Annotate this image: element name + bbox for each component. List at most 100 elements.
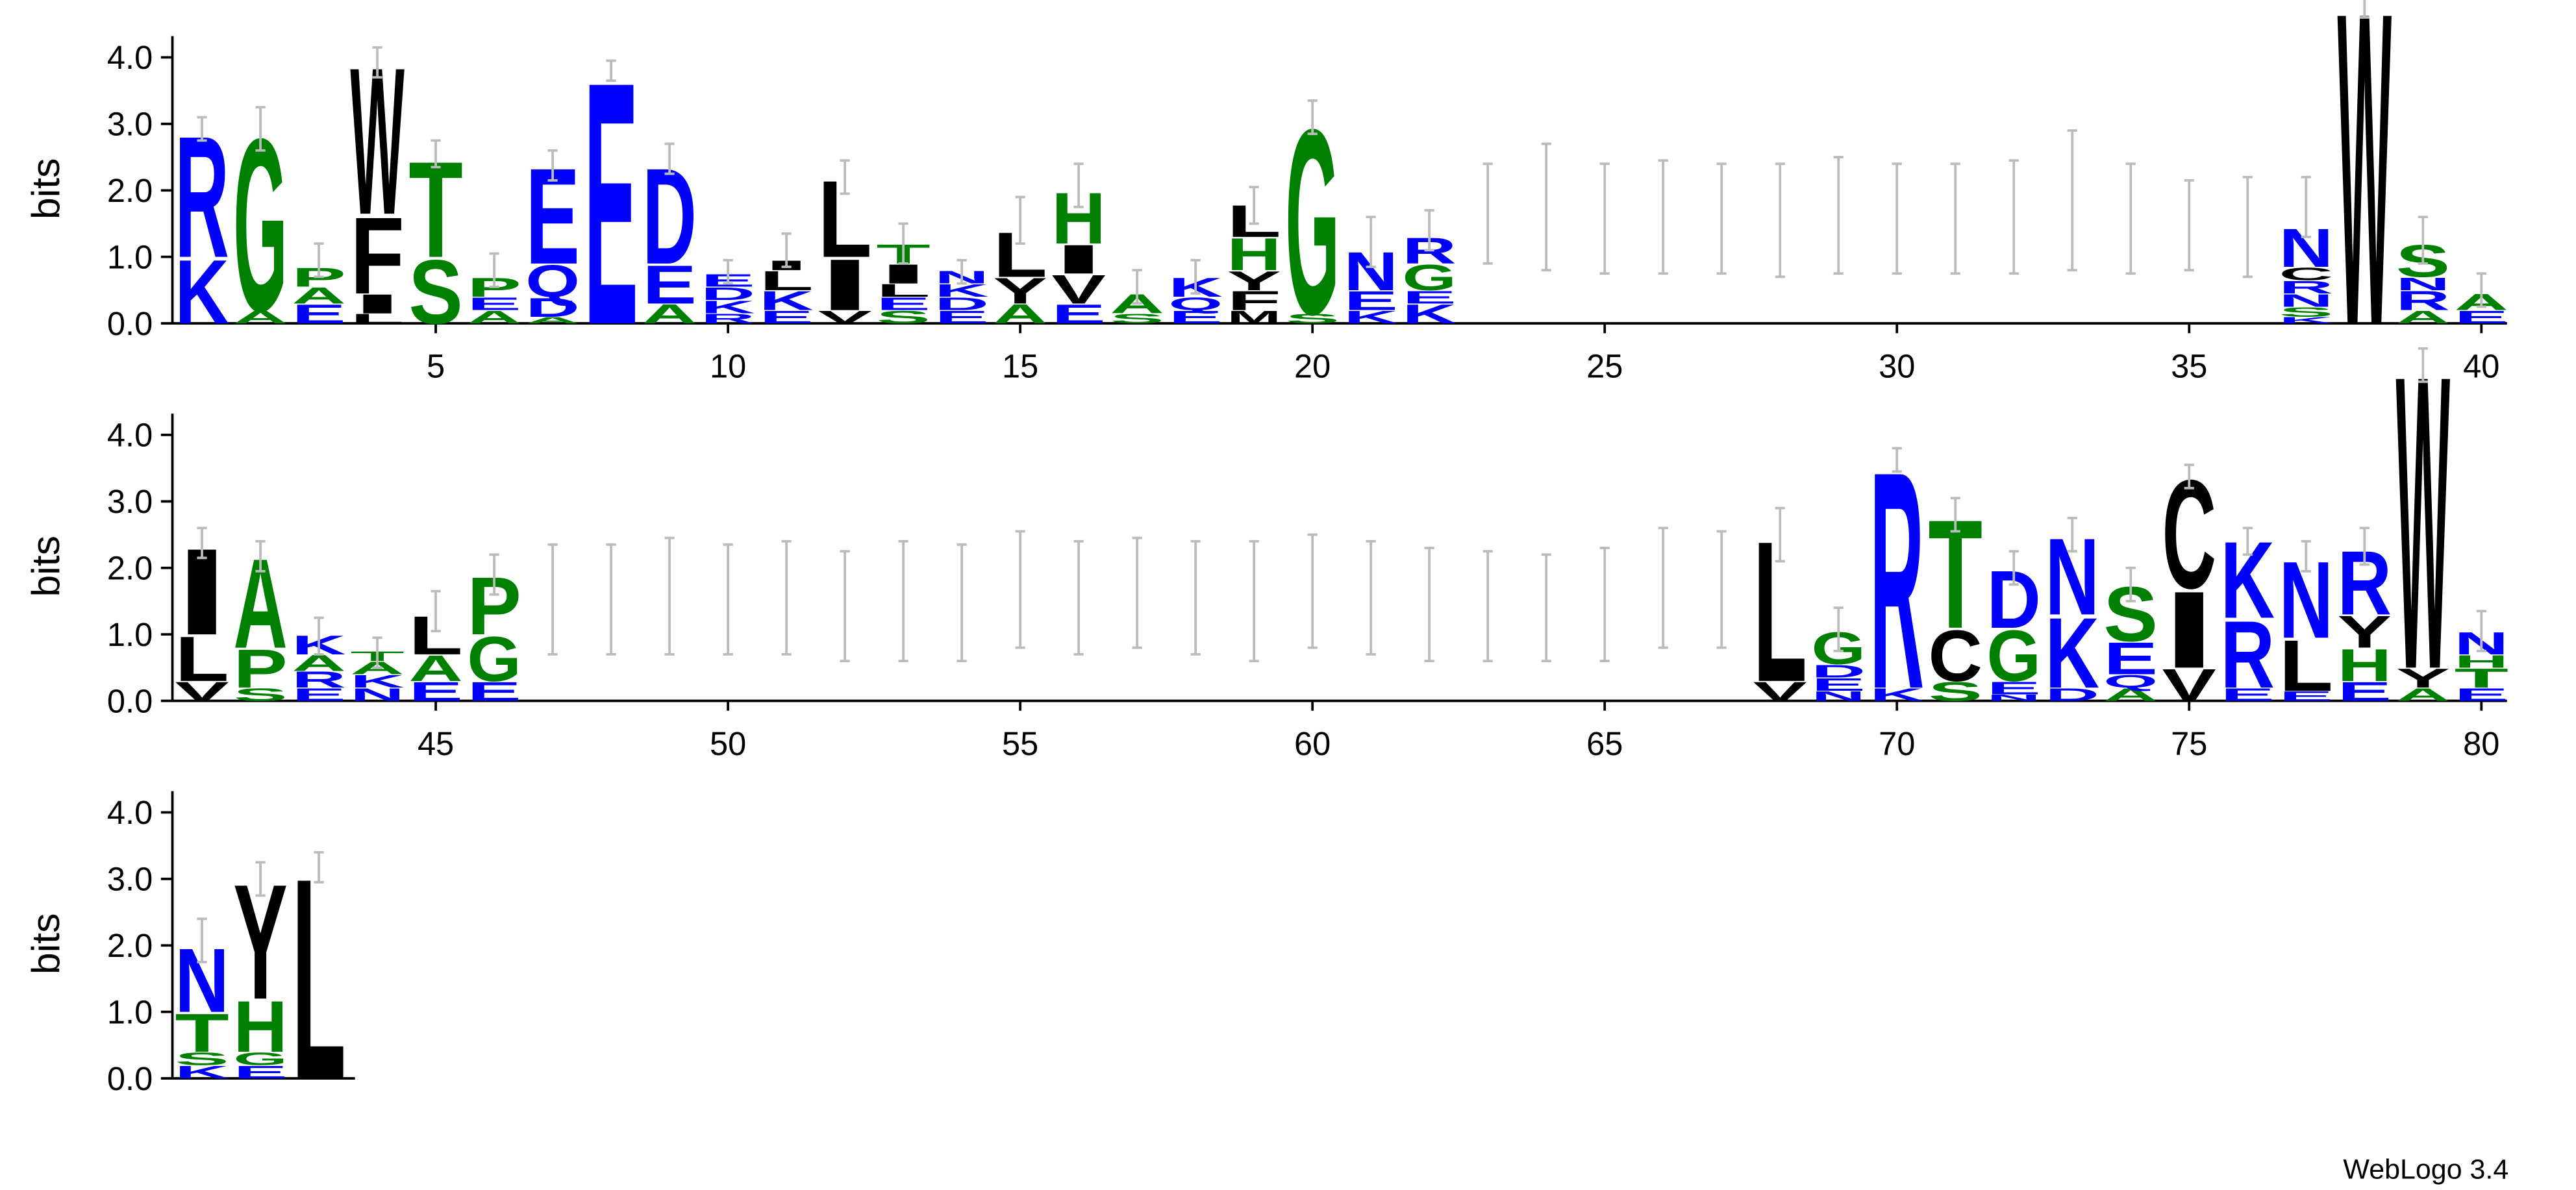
logo-letter: H <box>1227 229 1281 280</box>
logo-letter: D <box>1812 661 1866 681</box>
logo-letter: E <box>2455 307 2508 327</box>
logo-letter: V <box>1753 676 1807 707</box>
x-tick-label: 20 <box>1294 348 1331 385</box>
logo-letter: E <box>759 307 813 327</box>
logo-letter: S <box>233 684 287 704</box>
x-tick-label: 45 <box>418 725 454 762</box>
logo-letter: E <box>467 293 521 314</box>
logo-letter: E <box>2279 689 2333 704</box>
x-tick-label: 70 <box>1879 725 1915 762</box>
logo-letter: Y <box>2338 606 2392 657</box>
logo-letter: Y <box>2396 663 2450 693</box>
logo-letter: R <box>2396 286 2450 316</box>
logo-letter: D <box>2045 684 2099 704</box>
y-tick-label: 4.0 <box>107 794 153 831</box>
logo-letter: A <box>525 315 579 325</box>
logo-letter: E <box>642 254 696 315</box>
logo-letter: T <box>175 1002 229 1063</box>
x-tick-label: 30 <box>1879 348 1915 385</box>
logo-letter: K <box>175 242 229 343</box>
logo-letter: V <box>2162 660 2216 710</box>
logo-letter: A <box>2396 684 2450 704</box>
logo-letter: E <box>408 676 462 707</box>
logo-letter: F <box>350 194 404 317</box>
logo-letter: E <box>1812 675 1866 695</box>
logo-letter: G <box>467 623 521 695</box>
logo-letter: T <box>2455 663 2508 693</box>
x-tick-label: 15 <box>1002 348 1038 385</box>
x-tick-label: 25 <box>1586 348 1623 385</box>
logo-letter: K <box>701 297 755 317</box>
logo-letter: R <box>2279 277 2333 297</box>
logo-letter: N <box>2396 274 2450 294</box>
logo-letter: E <box>2455 684 2508 704</box>
logo-letter: C <box>1929 615 1982 697</box>
y-tick-label: 3.0 <box>107 861 153 898</box>
logo-letter: E <box>1051 299 1105 329</box>
logo-letter: D <box>934 293 988 314</box>
logo-letter: Y <box>993 270 1047 311</box>
y-tick-label: 1.0 <box>107 616 153 653</box>
footer: WebLogo 3.4 <box>2343 1154 2508 1185</box>
logo-letter: E <box>292 299 345 329</box>
x-tick-label: 5 <box>427 348 445 385</box>
y-tick-label: 4.0 <box>107 417 153 454</box>
logo-letter: E <box>1168 307 1222 327</box>
logo-letter: K <box>350 671 404 691</box>
logo-letter: S <box>876 307 930 327</box>
logo-letter: A <box>2104 684 2158 704</box>
logo-letter: E <box>876 293 930 314</box>
logo-letter: R <box>701 311 755 326</box>
logo-letter: A <box>2396 307 2450 327</box>
logo-letter: A <box>993 299 1047 329</box>
logo-letter: L <box>350 311 404 326</box>
logo-letter: V <box>1051 266 1105 312</box>
y-tick-label: 2.0 <box>107 172 153 209</box>
logo-letter: E <box>292 684 345 704</box>
logo-letter: S <box>2279 304 2333 319</box>
x-tick-label: 80 <box>2463 725 2499 762</box>
logo-letter: E <box>2338 676 2392 707</box>
logo-letter: R <box>292 667 345 693</box>
x-tick-label: 10 <box>710 348 746 385</box>
logo-letter: G <box>233 1048 287 1069</box>
logo-letter: C <box>2279 264 2333 284</box>
logo-letter: G <box>1402 257 1456 298</box>
x-tick-label: 35 <box>2171 348 2207 385</box>
logo-letter: L <box>876 280 930 301</box>
x-tick-label: 60 <box>1294 725 1331 762</box>
logo-letter: M <box>1227 307 1281 327</box>
logo-letter: S <box>1929 676 1982 707</box>
logo-letter: I <box>818 244 871 325</box>
logo-letter: L <box>759 266 813 296</box>
logo-letter: L <box>175 623 229 695</box>
logo-letter: I <box>2162 568 2216 691</box>
logo-letter: E <box>2221 684 2275 704</box>
logo-letter: V <box>175 676 229 707</box>
logo-letter: K <box>2279 315 2333 325</box>
x-tick-label: 75 <box>2171 725 2207 762</box>
logo-letter: D <box>525 292 579 323</box>
y-tick-label: 3.0 <box>107 106 153 143</box>
logo-letter: E <box>467 676 521 707</box>
y-tick-label: 2.0 <box>107 549 153 586</box>
logo-letter: A <box>467 307 521 327</box>
x-tick-label: 55 <box>1002 725 1038 762</box>
logo-letter: F <box>1227 286 1281 316</box>
y-axis-label: bits <box>23 536 68 597</box>
logo-letter: A <box>408 648 462 689</box>
logo-letter: S <box>175 1048 229 1069</box>
y-tick-label: 1.0 <box>107 238 153 275</box>
logo-letter: N <box>1812 689 1866 704</box>
logo-letter: Q <box>1168 293 1222 314</box>
y-tick-label: 2.0 <box>107 927 153 964</box>
logo-letter: K <box>2045 597 2099 710</box>
logo-letter: Q <box>2104 671 2158 691</box>
logo-letter: E <box>1987 678 2041 698</box>
logo-letter: N <box>350 684 404 704</box>
logo-letter: A <box>642 299 696 329</box>
logo-letter: E <box>233 1062 287 1082</box>
logo-letter: E <box>1402 287 1456 307</box>
logo-letter: S <box>408 242 462 343</box>
logo-letter: E <box>2104 633 2158 684</box>
